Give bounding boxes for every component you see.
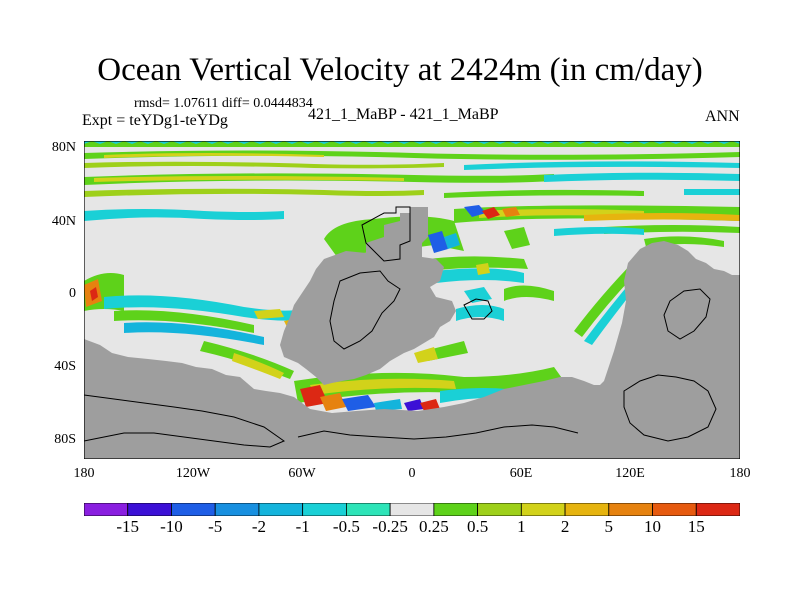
experiment-label: Expt = teYDg1-teYDg <box>82 112 228 129</box>
colorbar-box-11 <box>564 503 610 516</box>
lat-tick-80n: 80N <box>51 140 76 155</box>
colorbar-label-5: -0.5 <box>332 517 360 536</box>
colorbar-label-3: -2 <box>251 517 266 536</box>
colorbar-label-11: 5 <box>604 517 614 536</box>
colorbar-box-7 <box>389 503 435 516</box>
colorbar-label-10: 2 <box>560 517 570 536</box>
lat-tick-40n: 40N <box>51 214 76 229</box>
land-southern-continent <box>84 339 604 459</box>
stats-label: rmsd= 1.07611 diff= 0.0444834 <box>134 96 313 111</box>
lat-tick-0: 0 <box>69 286 76 301</box>
lon-tick-120w: 120W <box>175 466 211 481</box>
velocity-map <box>84 141 740 459</box>
colorbar-box-9 <box>477 503 522 516</box>
colorbar-box-5 <box>302 503 347 516</box>
colorbar-label-2: -5 <box>208 517 223 536</box>
colorbar-box-2 <box>171 503 216 516</box>
lon-tick-180e: 180 <box>729 466 751 481</box>
lon-tick-180w: 180 <box>73 466 95 481</box>
lon-tick-60e: 60E <box>509 466 533 481</box>
colorbar <box>84 503 740 516</box>
comparison-label: 421_1_MaBP - 421_1_MaBP <box>308 106 499 123</box>
land-east-continent <box>568 241 740 459</box>
colorbar-box-10 <box>520 503 566 516</box>
land-masses <box>84 207 740 459</box>
colorbar-box-1 <box>127 503 172 516</box>
colorbar-label-13: 15 <box>687 517 705 536</box>
colorbar-label-0: -15 <box>116 517 140 536</box>
colorbar-label-8: 0.5 <box>466 517 489 536</box>
colorbar-label-1: -10 <box>160 517 183 536</box>
colorbar-box-12 <box>608 503 653 516</box>
lat-tick-80s: 80S <box>54 432 76 447</box>
colorbar-box-8 <box>433 503 478 516</box>
northern-mid-bands <box>84 205 740 236</box>
lon-tick-60w: 60W <box>288 466 316 481</box>
coastlines <box>84 206 717 448</box>
colorbar-box-13 <box>652 503 697 516</box>
equatorial-belt <box>84 273 308 345</box>
colorbar-box-14 <box>695 503 740 516</box>
colorbar-label-12: 10 <box>644 517 662 536</box>
colorbar-label-7: 0.25 <box>418 517 449 536</box>
colorbar-box-4 <box>258 503 304 516</box>
lon-tick-0: 0 <box>408 466 416 481</box>
colorbar-box-0 <box>84 503 129 516</box>
northern-bands <box>84 141 740 198</box>
colorbar-label-9: 1 <box>517 517 526 536</box>
colorbar-box-3 <box>214 503 260 516</box>
colorbar-label-6: -0.25 <box>372 517 408 536</box>
season-label: ANN <box>705 108 740 125</box>
colorbar-box-6 <box>345 503 391 516</box>
lat-tick-40s: 40S <box>54 359 76 374</box>
land-central-continent <box>280 207 456 385</box>
colorbar-label-4: -1 <box>295 517 310 536</box>
map-title: Ocean Vertical Velocity at 2424m (in cm/… <box>97 52 703 88</box>
lon-tick-120e: 120E <box>615 466 645 481</box>
